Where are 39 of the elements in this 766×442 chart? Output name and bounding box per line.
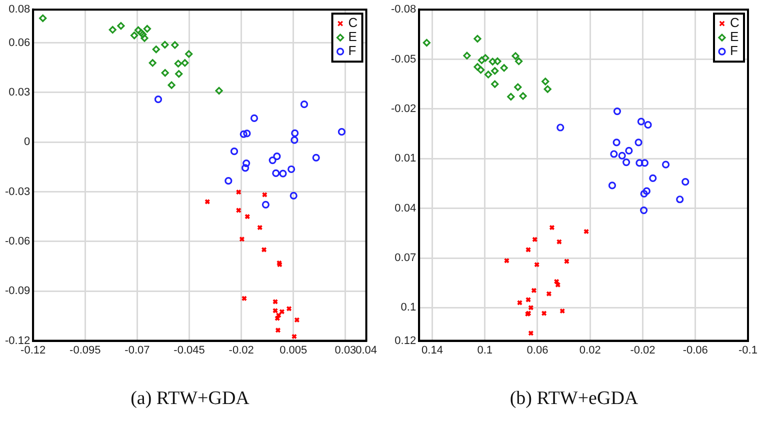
x-tick-label: 0.03: [334, 344, 356, 356]
y-tick-label: 0.07: [394, 252, 416, 264]
x-tick-label: -0.06: [682, 344, 708, 356]
x-tick-label: -0.095: [70, 344, 101, 356]
x-tick-label: -0.02: [630, 344, 656, 356]
legend-label: F: [348, 43, 356, 58]
x-tick-label: 0.1: [477, 344, 493, 356]
x-tick-label: -0.02: [228, 344, 254, 356]
x-tick-label: 0.04: [356, 344, 378, 356]
y-tick-label: 0.1: [400, 302, 416, 314]
x-tick-label: 0.14: [422, 344, 443, 356]
text: (a) RTW+GDA: [130, 388, 250, 410]
y-tick-label: -0.12: [4, 334, 30, 347]
legend-label: C: [348, 15, 358, 30]
y-tick-label: 0.08: [8, 4, 30, 16]
x-tick-label: 0.005: [280, 344, 308, 356]
legend-label: F: [730, 43, 738, 58]
x-tick-label: -0.045: [174, 344, 205, 356]
x-tick-label: 0.02: [579, 344, 601, 356]
legend-label: E: [730, 29, 739, 44]
x-tick-label: -0.07: [124, 344, 150, 356]
y-tick-label: -0.06: [4, 235, 30, 248]
x-tick-label: 0.06: [526, 344, 548, 356]
y-tick-label: 0.01: [394, 152, 416, 165]
y-tick-label: 0.03: [8, 86, 30, 98]
y-tick-label: -0.02: [390, 102, 416, 115]
legend-label: C: [730, 15, 740, 30]
y-tick-label: -0.03: [4, 186, 30, 198]
y-tick-label: 0: [24, 136, 30, 148]
text: (b) RTW+eGDA: [508, 388, 640, 410]
y-tick-label: -0.09: [4, 285, 30, 298]
y-tick-label: 0.12: [394, 334, 416, 347]
x-tick-label: -0.12: [20, 344, 46, 356]
y-tick-label: -0.05: [390, 53, 416, 66]
y-tick-label: 0.04: [394, 202, 416, 214]
x-tick-label: -0.1: [738, 344, 758, 356]
y-tick-label: 0.06: [8, 36, 30, 49]
legend-label: E: [348, 29, 358, 44]
y-tick-label: -0.08: [390, 4, 416, 16]
